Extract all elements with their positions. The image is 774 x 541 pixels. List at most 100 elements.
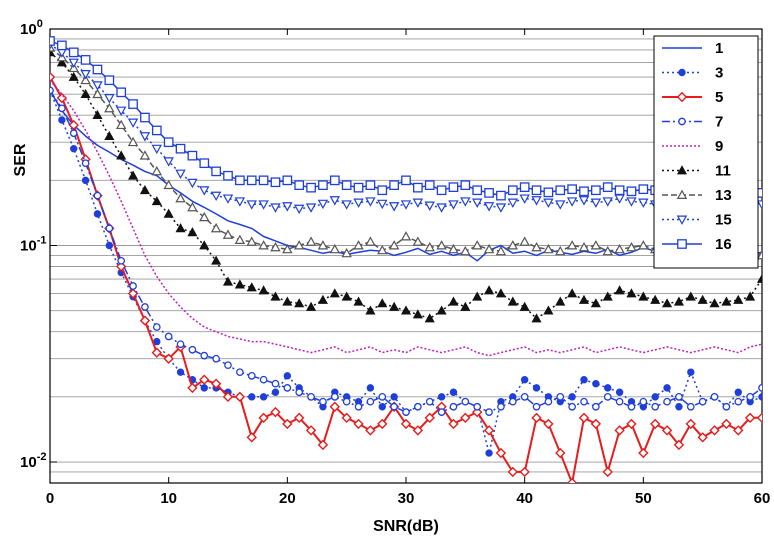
data-point xyxy=(81,176,90,185)
data-point xyxy=(258,200,269,210)
data-point xyxy=(377,298,388,308)
data-point xyxy=(115,119,127,130)
data-point xyxy=(460,245,471,256)
data-point xyxy=(604,384,612,392)
data-point xyxy=(390,393,398,401)
x-tick-label: 50 xyxy=(635,490,652,507)
x-axis: 0 10 20 30 40 50 60 xyxy=(46,29,770,507)
data-point xyxy=(80,74,91,85)
data-point xyxy=(531,412,542,424)
data-point xyxy=(495,447,507,459)
data-point xyxy=(294,298,305,308)
data-point xyxy=(152,323,161,331)
legend-entry-1: 1 xyxy=(662,40,723,57)
data-point xyxy=(448,418,459,430)
data-point xyxy=(685,291,696,301)
data-point xyxy=(400,418,412,430)
data-point xyxy=(210,378,222,389)
data-point xyxy=(115,106,127,117)
data-point xyxy=(412,425,424,436)
data-point xyxy=(378,392,387,401)
data-point xyxy=(651,393,659,401)
series-line xyxy=(50,79,762,357)
data-point xyxy=(507,240,519,250)
data-point xyxy=(531,313,542,323)
data-point xyxy=(449,388,458,396)
data-point xyxy=(104,102,115,113)
data-point xyxy=(139,132,151,142)
data-point xyxy=(93,210,102,218)
data-point xyxy=(282,175,293,186)
data-point xyxy=(353,240,364,250)
data-point xyxy=(424,180,435,191)
data-point xyxy=(330,392,339,401)
data-point xyxy=(627,402,636,411)
data-point xyxy=(638,240,649,250)
data-point xyxy=(756,249,762,260)
data-point xyxy=(483,243,495,254)
data-point xyxy=(484,285,495,295)
data-point xyxy=(58,116,66,124)
data-point xyxy=(69,129,78,138)
data-point xyxy=(685,418,696,430)
data-point xyxy=(567,288,578,298)
data-point xyxy=(163,353,174,364)
data-point xyxy=(507,198,519,208)
data-point xyxy=(389,301,400,311)
data-point xyxy=(81,159,90,168)
data-point xyxy=(294,180,305,191)
data-point xyxy=(341,180,352,191)
data-point xyxy=(307,392,315,401)
data-point xyxy=(745,291,756,301)
data-point xyxy=(592,380,600,388)
data-point xyxy=(104,94,115,104)
data-point xyxy=(556,392,565,401)
data-point xyxy=(80,69,91,80)
data-point xyxy=(710,392,719,401)
legend-label: 15 xyxy=(715,212,732,229)
data-point xyxy=(734,388,742,396)
data-point xyxy=(236,368,244,377)
data-point xyxy=(495,245,507,256)
data-point xyxy=(234,279,245,289)
data-point xyxy=(247,372,256,380)
data-point xyxy=(222,229,234,239)
data-point xyxy=(282,202,293,212)
data-point xyxy=(353,198,364,208)
x-tick-label: 0 xyxy=(46,490,54,507)
data-point xyxy=(495,288,506,298)
legend-entry-16: 16 xyxy=(662,236,732,253)
series-9 xyxy=(50,79,762,357)
legend-label: 3 xyxy=(715,65,723,82)
data-point xyxy=(721,418,732,430)
data-point xyxy=(709,298,720,308)
data-point xyxy=(495,203,507,213)
data-point xyxy=(709,425,720,436)
y-tick-label: 10-1 xyxy=(20,235,46,255)
data-point xyxy=(676,215,688,225)
data-point xyxy=(424,313,435,323)
data-point xyxy=(531,241,542,252)
legend-entry-15: 15 xyxy=(662,212,732,229)
data-point xyxy=(270,203,281,213)
data-point xyxy=(283,384,292,392)
data-point xyxy=(650,294,661,304)
data-point xyxy=(580,397,588,406)
data-point xyxy=(401,175,411,186)
data-point xyxy=(353,418,364,430)
data-point xyxy=(471,198,483,208)
data-point xyxy=(424,201,435,211)
data-point xyxy=(519,182,530,193)
data-point xyxy=(222,276,234,286)
legend-entry-3: 3 xyxy=(662,65,723,82)
data-point xyxy=(543,418,554,430)
data-point xyxy=(555,296,566,306)
data-point xyxy=(638,291,649,301)
data-point xyxy=(412,198,424,208)
data-point xyxy=(520,392,529,401)
data-point xyxy=(222,194,234,204)
data-point xyxy=(68,119,79,131)
data-point xyxy=(282,418,293,430)
data-point xyxy=(673,296,684,306)
